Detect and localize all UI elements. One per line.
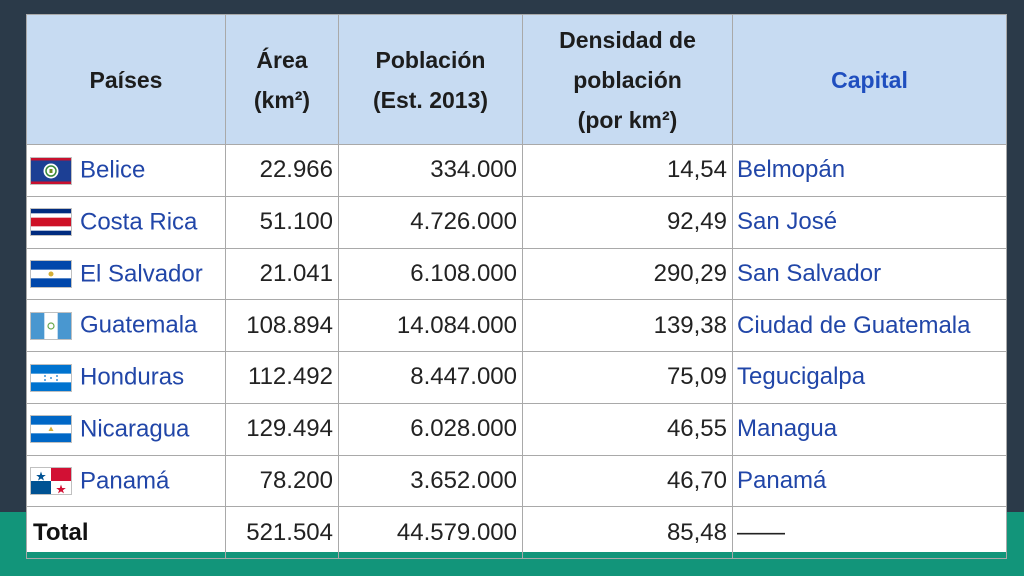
country-link[interactable]: Nicaragua [80, 415, 190, 443]
table-row: Nicaragua 129.494 6.028.000 46,55 Managu… [26, 402, 1007, 456]
costa-rica-flag-icon[interactable] [31, 209, 71, 236]
total-area-cell: 521.504 [225, 506, 339, 559]
area-cell: 51.100 [225, 195, 339, 249]
density-cell: 139,38 [522, 299, 733, 352]
total-capital-cell: —— [732, 506, 1007, 559]
header-paises[interactable]: Países [26, 14, 226, 145]
header-capital[interactable]: Capital [732, 14, 1007, 145]
country-link[interactable]: Costa Rica [80, 208, 198, 236]
header-area[interactable]: Área (km²) [225, 14, 339, 145]
area-cell: 108.894 [225, 299, 339, 352]
area-cell: 112.492 [225, 351, 339, 404]
density-cell: 290,29 [522, 247, 733, 301]
density-cell: 75,09 [522, 351, 733, 404]
area-cell: 78.200 [225, 454, 339, 508]
header-poblacion[interactable]: Población (Est. 2013) [338, 14, 523, 145]
table-row: Guatemala 108.894 14.084.000 139,38 Ciud… [26, 299, 1007, 352]
population-cell: 3.652.000 [338, 454, 523, 508]
country-link[interactable]: El Salvador [80, 260, 203, 288]
country-cell: Panamá [26, 454, 226, 508]
capital-link[interactable]: Tegucigalpa [732, 351, 1007, 404]
table-row: Belice 22.966 334.000 14,54 Belmopán [26, 144, 1007, 197]
area-cell: 22.966 [225, 144, 339, 197]
capital-link[interactable]: Ciudad de Guatemala [732, 299, 1007, 352]
header-poblacion-line2: (Est. 2013) [372, 86, 489, 113]
capital-link[interactable]: San José [732, 195, 1007, 249]
header-densidad-line3: (por km²) [577, 106, 678, 133]
country-cell: El Salvador [26, 247, 226, 301]
nicaragua-flag-icon[interactable] [31, 416, 71, 443]
header-area-line2: (km²) [253, 86, 311, 113]
header-row: Países Área (km²) Población (Est. 2013) … [26, 14, 1007, 145]
table-row: El Salvador 21.041 6.108.000 290,29 San … [26, 247, 1007, 301]
header-densidad-line2: población [573, 66, 682, 93]
area-cell: 129.494 [225, 402, 339, 456]
area-cell: 21.041 [225, 247, 339, 301]
belize-flag-icon[interactable] [31, 157, 71, 184]
table-row: Costa Rica 51.100 4.726.000 92,49 San Jo… [26, 195, 1007, 249]
central-america-table: Países Área (km²) Población (Est. 2013) … [26, 14, 1007, 559]
table-row: Honduras 112.492 8.447.000 75,09 Tegucig… [26, 351, 1007, 404]
countries-table-container: Países Área (km²) Población (Est. 2013) … [26, 14, 1007, 559]
capital-link[interactable]: Managua [732, 402, 1007, 456]
country-link[interactable]: Guatemala [80, 311, 198, 339]
capital-link[interactable]: Panamá [732, 454, 1007, 508]
total-population-cell: 44.579.000 [338, 506, 523, 559]
population-cell: 14.084.000 [338, 299, 523, 352]
header-densidad[interactable]: Densidad de población (por km²) [522, 14, 733, 145]
country-cell: Costa Rica [26, 195, 226, 249]
header-poblacion-line1: Población [375, 46, 486, 73]
header-densidad-line1: Densidad de [559, 26, 696, 53]
country-link[interactable]: Belice [80, 156, 146, 184]
total-density-cell: 85,48 [522, 506, 733, 559]
density-cell: 46,55 [522, 402, 733, 456]
panama-flag-icon[interactable] [31, 468, 71, 495]
total-label: Total [26, 506, 226, 559]
country-cell: Guatemala [26, 299, 226, 352]
country-link[interactable]: Honduras [80, 363, 185, 391]
honduras-flag-icon[interactable] [31, 364, 71, 391]
capital-link[interactable]: San Salvador [732, 247, 1007, 301]
population-cell: 8.447.000 [338, 351, 523, 404]
guatemala-flag-icon[interactable] [31, 312, 71, 339]
el-salvador-flag-icon[interactable] [31, 261, 71, 288]
total-row: Total 521.504 44.579.000 85,48 —— [26, 506, 1007, 559]
population-cell: 6.108.000 [338, 247, 523, 301]
density-cell: 46,70 [522, 454, 733, 508]
density-cell: 92,49 [522, 195, 733, 249]
country-link[interactable]: Panamá [80, 467, 170, 495]
country-cell: Belice [26, 144, 226, 197]
country-cell: Nicaragua [26, 402, 226, 456]
header-area-line1: Área [256, 46, 308, 73]
population-cell: 4.726.000 [338, 195, 523, 249]
table-row: Panamá 78.200 3.652.000 46,70 Panamá [26, 454, 1007, 508]
density-cell: 14,54 [522, 144, 733, 197]
capital-link[interactable]: Belmopán [732, 144, 1007, 197]
population-cell: 6.028.000 [338, 402, 523, 456]
population-cell: 334.000 [338, 144, 523, 197]
country-cell: Honduras [26, 351, 226, 404]
